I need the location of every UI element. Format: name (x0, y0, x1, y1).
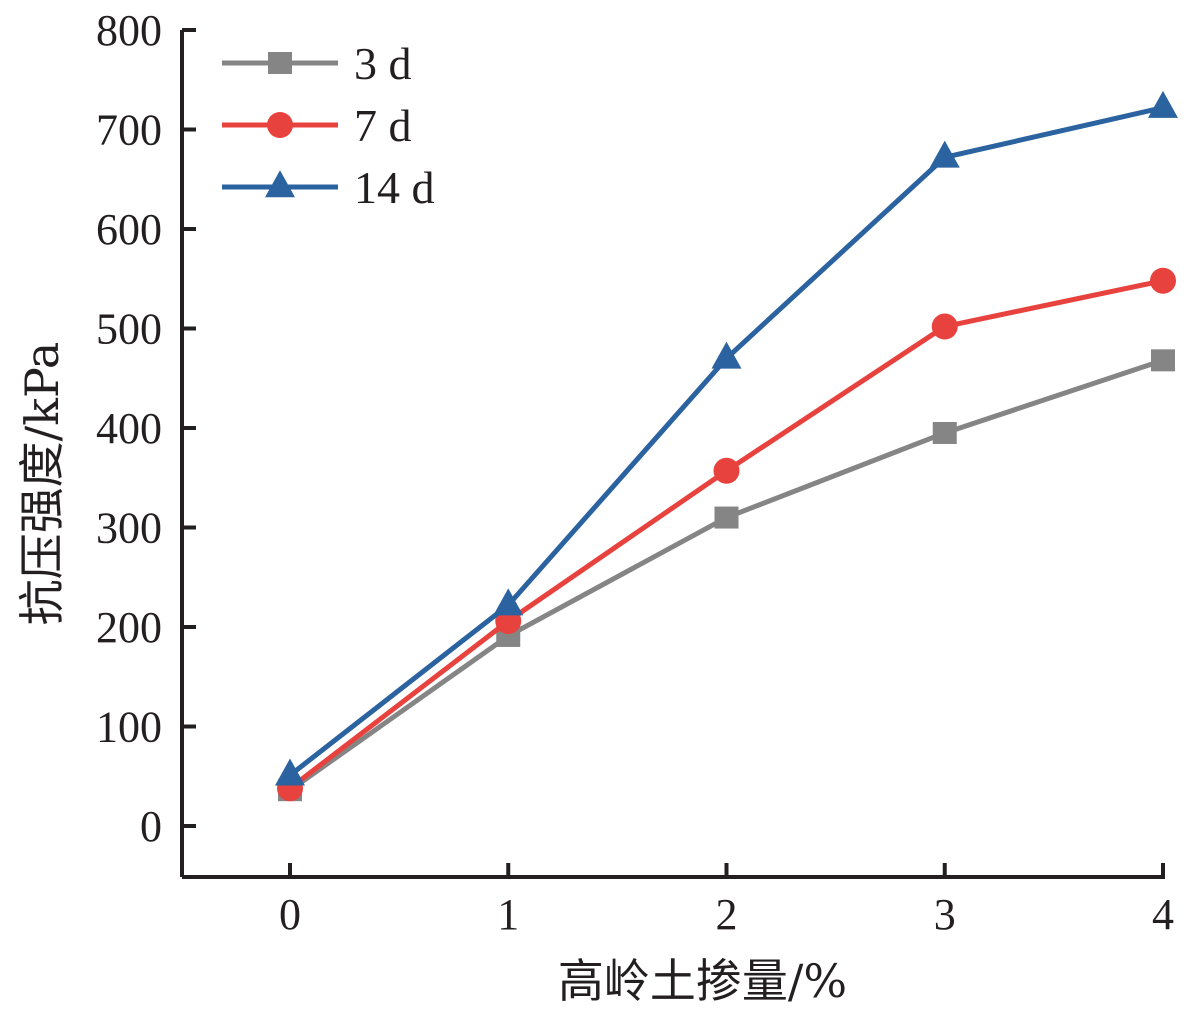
data-point-triangle (711, 341, 742, 369)
series-14d (275, 90, 1178, 786)
y-tick-label: 300 (96, 504, 162, 553)
legend-marker-square (268, 52, 292, 74)
y-tick-label: 800 (96, 6, 162, 55)
x-tick-label: 2 (716, 890, 738, 939)
legend-label: 14 d (354, 162, 435, 213)
data-point-square (1151, 349, 1175, 372)
data-point-circle (713, 457, 740, 484)
series-3d (278, 349, 1175, 802)
data-point-circle (1150, 267, 1176, 294)
legend-item: 7 d (222, 100, 412, 151)
y-tick-label: 0 (140, 802, 162, 851)
legend: 3 d 7 d 14 d (222, 38, 435, 213)
legend-marker-circle (267, 112, 293, 138)
axes (180, 30, 1165, 879)
y-tick-label: 600 (96, 205, 162, 254)
x-tick-label: 0 (279, 890, 301, 939)
data-point-triangle (275, 758, 305, 786)
y-axis-label: 抗压强度/kPa (15, 342, 69, 626)
data-point-triangle (493, 588, 524, 616)
y-tick-label: 500 (96, 305, 162, 354)
series-line (288, 357, 1164, 793)
legend-label: 3 d (354, 38, 412, 89)
data-point-triangle (1148, 90, 1178, 118)
legend-label: 7 d (354, 100, 412, 151)
legend-item: 14 d (222, 162, 435, 213)
data-point-square (714, 506, 739, 529)
data-point-square (932, 421, 957, 444)
x-tick-label: 4 (1152, 890, 1174, 939)
data-point-circle (931, 313, 958, 340)
x-axis-label: 高岭土掺量/% (558, 954, 847, 1008)
data-point-triangle (929, 140, 960, 168)
series-group (275, 90, 1178, 802)
x-tick-label: 1 (497, 890, 519, 939)
ticks: 0 100 200 300 400 500 600 700 800 0 1 2 3 4 (96, 6, 1174, 939)
y-tick-label: 100 (96, 703, 162, 752)
legend-item: 3 d (222, 38, 412, 89)
x-tick-label: 3 (934, 890, 956, 939)
legend-marker-triangle (265, 170, 295, 198)
y-tick-label: 200 (96, 603, 162, 652)
y-tick-label: 400 (96, 404, 162, 453)
y-tick-label: 700 (96, 106, 162, 155)
